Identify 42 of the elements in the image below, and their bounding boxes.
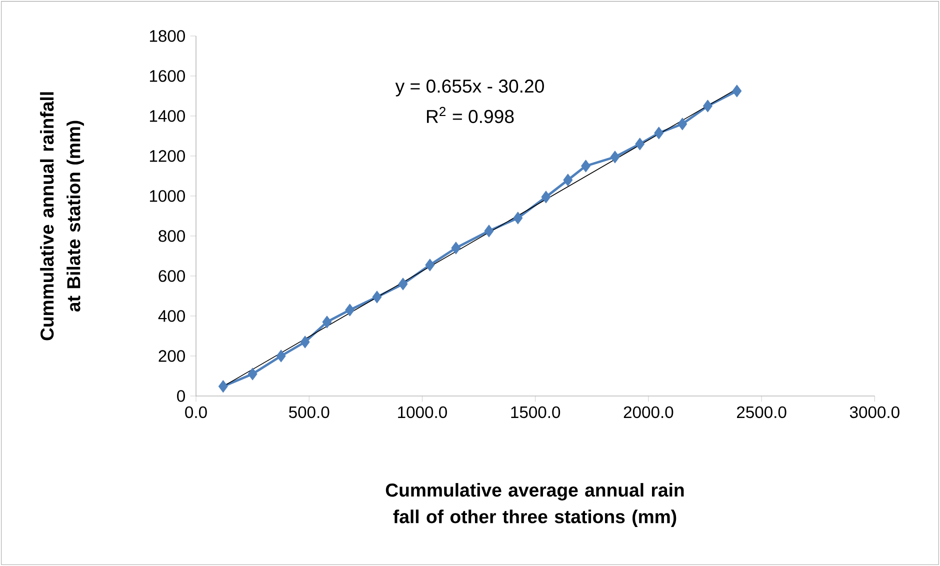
x-tick-label: 3000.0 <box>850 406 900 418</box>
x-tick-label: 1000.0 <box>398 406 447 418</box>
y-axis-title: Cummulative annual rainfall at Bilate station (mm) <box>40 92 84 340</box>
point <box>732 84 742 98</box>
y-tick-label: 0 <box>177 390 185 402</box>
point <box>635 138 645 150</box>
y-tick-label: 1400 <box>150 110 185 122</box>
point <box>345 304 355 316</box>
y-tick-label: 1000 <box>150 190 185 202</box>
y-tick-label: 400 <box>158 310 185 322</box>
point <box>541 190 551 204</box>
point <box>513 212 523 224</box>
x-tick-label: 0.0 <box>185 406 207 418</box>
point <box>702 100 712 112</box>
x-tick-label: 500.0 <box>289 406 330 418</box>
x-tick-label: 1500.0 <box>511 406 560 418</box>
y-tick-label: 200 <box>158 350 185 362</box>
y-tick-label: 600 <box>158 270 185 282</box>
point <box>610 150 620 164</box>
point <box>563 174 573 186</box>
point <box>322 316 332 328</box>
annotation: R$^{2}$ = 0.998 <box>426 106 514 124</box>
annotation: y = 0.655x - 30.20 <box>395 80 544 96</box>
point <box>451 242 461 254</box>
y-tick-label: 1600 <box>150 70 185 82</box>
point <box>300 336 310 348</box>
point <box>248 368 258 380</box>
point <box>218 380 228 393</box>
point <box>372 290 382 304</box>
point <box>398 278 408 290</box>
point <box>484 224 494 238</box>
x-tick-label: 2500.0 <box>737 406 786 418</box>
point <box>425 258 435 272</box>
point <box>276 350 286 362</box>
point <box>654 126 664 140</box>
x-axis-title: Cummulative average annual rain fall of other three stations (mm) <box>386 483 684 527</box>
point <box>678 118 688 130</box>
y-tick-label: 1200 <box>150 150 185 162</box>
point <box>581 160 591 172</box>
y-tick-label: 800 <box>158 230 185 242</box>
y-tick-label: 1800 <box>150 30 185 42</box>
x-tick-label: 2000.0 <box>624 406 674 418</box>
